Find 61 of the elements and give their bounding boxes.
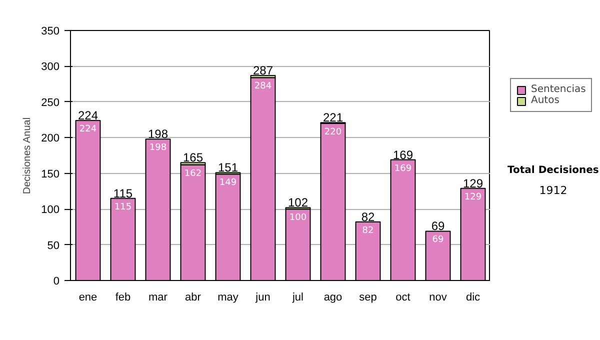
bar bbox=[425, 230, 451, 280]
bar bbox=[180, 164, 206, 280]
total-label: 82 bbox=[361, 210, 375, 224]
data-label: 69 bbox=[432, 235, 444, 246]
data-label: 284 bbox=[254, 82, 272, 92]
data-label: 198 bbox=[149, 143, 167, 154]
bar bbox=[145, 138, 171, 280]
x-tick-label: feb bbox=[115, 292, 131, 304]
y-tick-label: 100 bbox=[41, 204, 60, 216]
x-tick-label: jul bbox=[291, 292, 304, 304]
total-label: 129 bbox=[462, 176, 484, 190]
total-label: 69 bbox=[431, 219, 445, 234]
total-label: 169 bbox=[392, 148, 414, 162]
total-label: 165 bbox=[182, 150, 204, 165]
data-label: 100 bbox=[289, 213, 307, 224]
bar bbox=[460, 188, 486, 280]
total-label: 115 bbox=[113, 186, 133, 200]
total-label: 221 bbox=[322, 110, 344, 125]
y-tick-label: 200 bbox=[41, 132, 60, 145]
bar bbox=[320, 122, 346, 280]
total-label: 102 bbox=[288, 196, 308, 210]
total-label: 198 bbox=[148, 127, 168, 142]
data-label: 82 bbox=[362, 226, 374, 236]
y-tick-label: 150 bbox=[41, 168, 60, 180]
data-label: 149 bbox=[219, 178, 237, 188]
x-tick-label: mar bbox=[148, 292, 168, 304]
data-label: 169 bbox=[394, 164, 412, 174]
x-tick-label: oct bbox=[396, 292, 410, 304]
x-tick-label: jun bbox=[254, 292, 270, 304]
bar bbox=[390, 159, 416, 280]
bar bbox=[215, 174, 241, 280]
total-label: 224 bbox=[78, 108, 98, 122]
x-tick-label: ene bbox=[78, 292, 98, 304]
data-label: 224 bbox=[79, 124, 97, 134]
y-tick-label: 0 bbox=[53, 276, 60, 288]
legend-label: Sentencias bbox=[531, 84, 586, 95]
x-tick-label: sep bbox=[359, 292, 377, 304]
bar bbox=[285, 208, 311, 280]
y-tick-label: 50 bbox=[47, 240, 60, 252]
text: 1912 bbox=[539, 184, 568, 197]
text: Total Decisiones bbox=[508, 165, 599, 176]
total-label: 287 bbox=[252, 64, 274, 78]
total-label: 151 bbox=[218, 160, 238, 175]
y-axis-title: Decisiones Anual bbox=[22, 117, 34, 194]
data-label: 129 bbox=[464, 192, 482, 202]
data-label: 220 bbox=[324, 127, 342, 138]
bar bbox=[75, 120, 101, 280]
legend-label: Autos bbox=[531, 95, 560, 106]
bar bbox=[355, 221, 381, 280]
x-tick-label: may bbox=[218, 292, 239, 304]
bar bbox=[250, 77, 276, 280]
x-tick-label: abr bbox=[185, 292, 202, 304]
bar bbox=[110, 198, 136, 280]
data-label: 115 bbox=[114, 202, 132, 212]
y-tick-label: 250 bbox=[41, 96, 60, 109]
data-label: 162 bbox=[184, 168, 202, 179]
y-tick-label: 350 bbox=[41, 26, 60, 38]
y-tick-label: 300 bbox=[41, 61, 60, 74]
x-tick-label: dic bbox=[466, 292, 481, 304]
x-tick-label: ago bbox=[324, 292, 342, 304]
x-tick-label: nov bbox=[429, 292, 448, 304]
